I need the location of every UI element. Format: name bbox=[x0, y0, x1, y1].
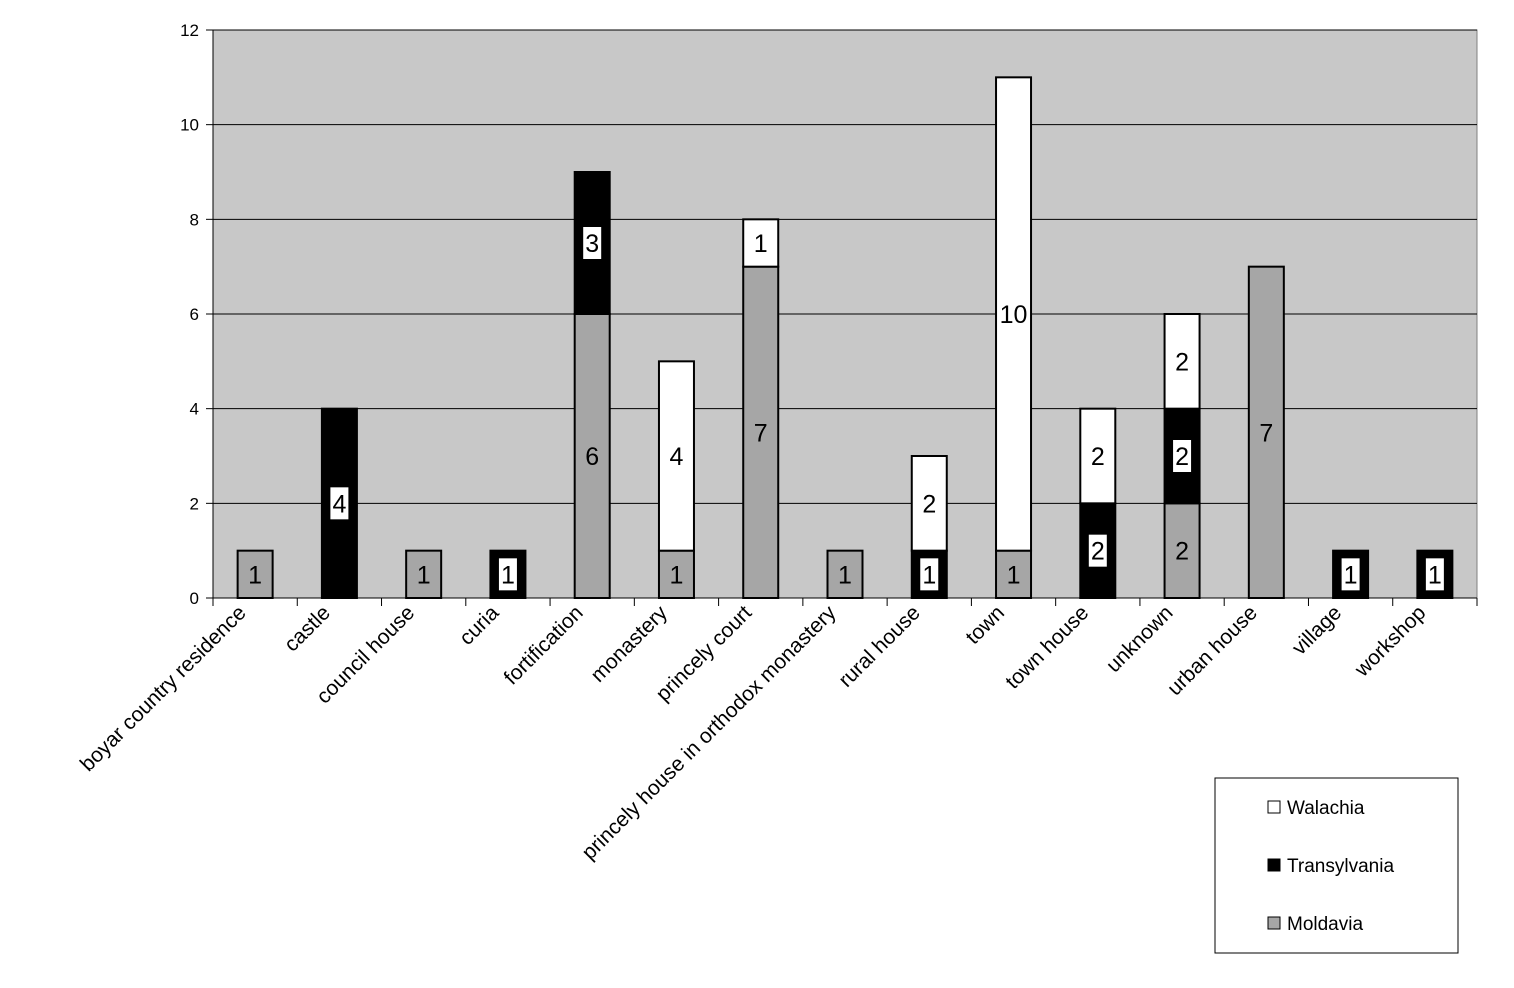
data-label: 2 bbox=[1175, 538, 1189, 566]
data-label: 1 bbox=[248, 561, 262, 589]
bar-segment-moldavia bbox=[826, 549, 864, 600]
legend: Walachia Transylvania Moldavia bbox=[1214, 777, 1459, 954]
data-label-background bbox=[1088, 534, 1107, 567]
x-tick-label: monastery bbox=[586, 601, 672, 687]
data-label: 1 bbox=[417, 561, 431, 589]
data-label-background bbox=[1341, 558, 1360, 591]
data-label: 7 bbox=[1259, 419, 1273, 447]
legend-label: Walachia bbox=[1287, 798, 1365, 819]
x-tick-label: rural house bbox=[834, 601, 925, 692]
bar-segment-moldavia bbox=[1163, 502, 1201, 600]
bar-segment-walachia bbox=[1163, 313, 1201, 410]
bar-segment-walachia bbox=[742, 218, 780, 268]
legend-box bbox=[1214, 777, 1459, 954]
data-label: 3 bbox=[585, 230, 599, 258]
data-label: 1 bbox=[1007, 561, 1021, 589]
x-tick-label: castle bbox=[280, 601, 335, 656]
data-label: 2 bbox=[1091, 538, 1105, 566]
x-tick-label: town house bbox=[1001, 601, 1093, 693]
bar-segment-walachia bbox=[910, 455, 948, 552]
data-label: 6 bbox=[585, 443, 599, 471]
data-label: 1 bbox=[670, 561, 684, 589]
bar-segment-moldavia bbox=[742, 265, 780, 599]
data-label: 4 bbox=[670, 443, 684, 471]
bar-segment-walachia bbox=[995, 76, 1033, 552]
bar-segment-walachia bbox=[657, 360, 695, 552]
data-label: 10 bbox=[1000, 301, 1028, 329]
bar-segment-moldavia bbox=[405, 549, 443, 600]
data-label: 2 bbox=[1175, 348, 1189, 376]
x-tick-label: village bbox=[1288, 601, 1346, 659]
y-tick-label: 0 bbox=[190, 589, 199, 608]
y-tick-label: 2 bbox=[190, 494, 199, 513]
x-tick-label: workshop bbox=[1350, 601, 1431, 682]
data-label: 2 bbox=[1091, 443, 1105, 471]
y-tick-label: 8 bbox=[190, 210, 199, 229]
data-label-background bbox=[498, 558, 517, 591]
legend-swatch-moldavia bbox=[1267, 916, 1281, 930]
data-label: 1 bbox=[1428, 561, 1442, 589]
y-tick-label: 6 bbox=[190, 305, 199, 324]
data-label: 1 bbox=[754, 230, 768, 258]
y-tick-label: 4 bbox=[190, 400, 199, 419]
bar-segment-moldavia bbox=[995, 549, 1033, 600]
data-label-background bbox=[330, 487, 349, 520]
bar-segment-moldavia bbox=[573, 313, 611, 599]
bar-segment-walachia bbox=[1079, 407, 1117, 505]
data-label: 1 bbox=[838, 561, 852, 589]
legend-label: Moldavia bbox=[1287, 914, 1363, 935]
legend-label: Transylvania bbox=[1287, 856, 1394, 877]
legend-swatch-transylvania bbox=[1267, 858, 1281, 872]
x-tick-label: unknown bbox=[1102, 601, 1178, 677]
data-label: 1 bbox=[501, 561, 515, 589]
y-tick-label: 10 bbox=[180, 116, 199, 135]
data-label: 1 bbox=[1344, 561, 1358, 589]
data-label: 2 bbox=[1175, 443, 1189, 471]
x-tick-label: urban house bbox=[1163, 601, 1262, 700]
bar-segment-moldavia bbox=[236, 549, 274, 600]
x-tick-label: fortification bbox=[500, 601, 588, 689]
legend-swatch-walachia bbox=[1267, 800, 1281, 814]
x-tick-label: town bbox=[961, 601, 1009, 649]
data-label: 2 bbox=[922, 490, 936, 518]
data-label-background bbox=[1173, 440, 1192, 472]
data-label: 7 bbox=[754, 419, 768, 447]
x-tick-label: boyar country residence bbox=[76, 601, 251, 776]
data-label: 1 bbox=[922, 561, 936, 589]
bar-segment-moldavia bbox=[1247, 265, 1285, 599]
bar-segment-moldavia bbox=[657, 549, 695, 600]
data-label-background bbox=[920, 558, 939, 591]
x-tick-label: curia bbox=[455, 601, 504, 650]
data-label-background bbox=[1425, 558, 1444, 591]
data-label: 4 bbox=[332, 490, 346, 518]
y-tick-label: 12 bbox=[180, 21, 199, 40]
data-label-background bbox=[583, 227, 602, 259]
